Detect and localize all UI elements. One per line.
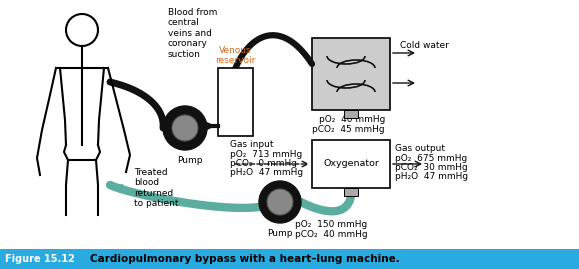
Text: pCO₂  40 mmHg: pCO₂ 40 mmHg [295, 230, 368, 239]
Text: Cardiopulmonary bypass with a heart–lung machine.: Cardiopulmonary bypass with a heart–lung… [90, 254, 400, 264]
Text: Gas input: Gas input [230, 140, 273, 149]
Text: Pump: Pump [267, 229, 293, 238]
Bar [344, 110, 358, 118]
Text: Cold water: Cold water [400, 41, 449, 50]
Text: pCO₂  45 mmHg: pCO₂ 45 mmHg [313, 125, 385, 134]
Circle shape [163, 106, 207, 150]
Text: pO₂  40 mmHg: pO₂ 40 mmHg [318, 115, 385, 124]
Text: Blood from
central
veins and
coronary
suction: Blood from central veins and coronary su… [168, 8, 217, 59]
Text: pCO₂  0 mmHg: pCO₂ 0 mmHg [230, 159, 297, 168]
Circle shape [259, 181, 301, 223]
Text: Venous
reservoir: Venous reservoir [215, 46, 256, 65]
Text: Oxygenator: Oxygenator [323, 160, 379, 168]
Circle shape [267, 189, 293, 215]
Text: pO₂  713 mmHg: pO₂ 713 mmHg [230, 150, 302, 159]
Text: pO₂  675 mmHg: pO₂ 675 mmHg [395, 154, 467, 163]
Bar [344, 188, 358, 196]
Bar [312, 140, 390, 188]
Bar [218, 68, 253, 136]
Text: pO₂  150 mmHg: pO₂ 150 mmHg [295, 220, 367, 229]
Circle shape [172, 115, 198, 141]
Text: Gas output: Gas output [395, 144, 445, 153]
Text: pH₂O  47 mmHg: pH₂O 47 mmHg [395, 172, 468, 181]
Text: Figure 15.12: Figure 15.12 [5, 254, 75, 264]
Bar [312, 38, 390, 110]
Bar [0, 249, 579, 269]
Text: pCO₂  30 mmHg: pCO₂ 30 mmHg [395, 163, 468, 172]
Text: Pump: Pump [177, 156, 203, 165]
Text: pH₂O  47 mmHg: pH₂O 47 mmHg [230, 168, 303, 177]
Text: Treated
blood
returned
to patient: Treated blood returned to patient [134, 168, 178, 208]
